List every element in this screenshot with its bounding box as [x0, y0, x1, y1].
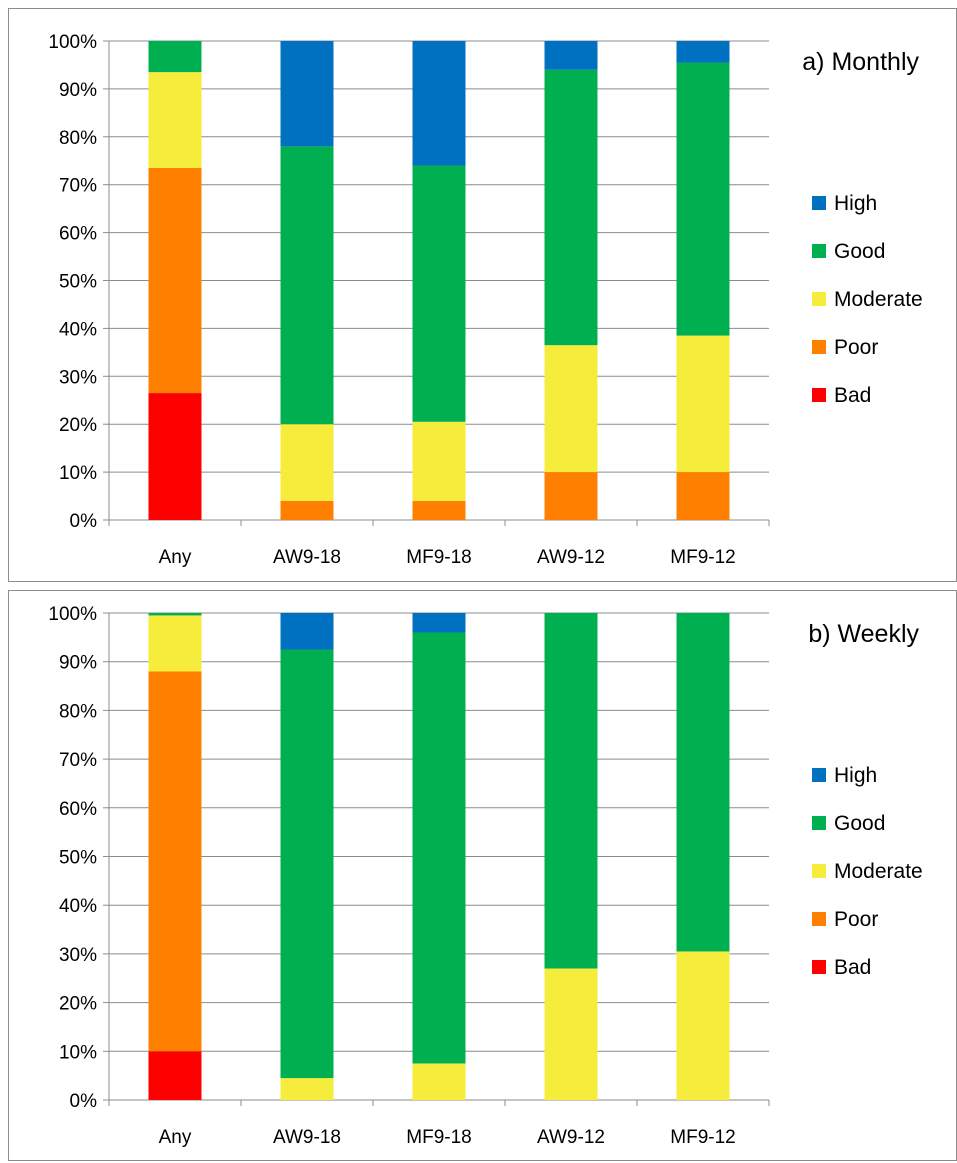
chart-0-bar-mf9-18-poor [412, 500, 466, 520]
chart-1-y-tick-label: 0% [70, 1091, 98, 1112]
chart-0-y-tick-label: 10% [59, 463, 97, 484]
chart-1-x-tick-label: MF9-12 [670, 1127, 735, 1148]
chart-0-bar-mf9-12-moderate [676, 335, 730, 473]
chart-1-x-tick-label: MF9-18 [406, 1127, 471, 1148]
chart-0-x-tick-label: MF9-18 [406, 547, 471, 568]
chart-1-legend-swatch-high [812, 768, 826, 782]
chart-0-legend-label-poor: Poor [834, 336, 878, 359]
chart-0-bar-mf9-18-good [412, 165, 466, 422]
weekly-chart-svg: 0% 10% 20% 30% 40% 50% 60% 70% 80% 90% 100% Any AW9-… [48, 604, 923, 1148]
chart-0-bar-aw9-18-high [280, 41, 334, 147]
chart-0-legend-swatch-poor [812, 340, 826, 354]
chart-0-y-tick-label: 100% [48, 32, 97, 53]
chart-1-legend-label-moderate: Moderate [834, 860, 923, 883]
chart-1-bar-mf9-18-moderate [412, 1063, 466, 1100]
chart-1-y-tick-label: 50% [59, 848, 97, 869]
chart-0-legend-swatch-moderate [812, 292, 826, 306]
chart-1-bar-mf9-12-moderate [676, 951, 730, 1100]
chart-1-bar-aw9-18-high [280, 613, 334, 650]
chart-1-bar-aw9-18-good [280, 649, 334, 1079]
chart-0-y-tick-label: 40% [59, 319, 97, 340]
chart-1-y-tick-label: 20% [59, 994, 97, 1015]
chart-1-y-tick-label: 40% [59, 896, 97, 917]
chart-1-y-tick-label: 100% [48, 604, 97, 625]
chart-0-title: a) Monthly [802, 48, 919, 76]
chart-0-y-tick-label: 80% [59, 128, 97, 149]
chart-1-legend-label-good: Good [834, 812, 885, 835]
chart-0-x-tick-label: Any [159, 547, 192, 568]
chart-1-legend-swatch-moderate [812, 864, 826, 878]
chart-0-y-tick-label: 70% [59, 176, 97, 197]
chart-1-x-tick-label: Any [159, 1127, 192, 1148]
chart-0-bar-aw9-12-moderate [544, 345, 598, 473]
chart-0-legend-label-good: Good [834, 240, 885, 263]
chart-0-bar-mf9-12-poor [676, 472, 730, 520]
chart-0-y-tick-label: 90% [59, 80, 97, 101]
chart-1-legend-label-high: High [834, 764, 877, 787]
chart-1-bar-any-poor [148, 671, 202, 1052]
chart-1-y-tick-label: 90% [59, 653, 97, 674]
chart-1-bar-any-bad [148, 1051, 202, 1100]
chart-0-y-tick-label: 30% [59, 367, 97, 388]
chart-1-bar-aw9-12-moderate [544, 968, 598, 1100]
chart-0-y-tick-label: 20% [59, 415, 97, 436]
chart-0-legend-label-moderate: Moderate [834, 288, 923, 311]
chart-0-bar-mf9-12-high [676, 41, 730, 63]
chart-0-legend-swatch-bad [812, 388, 826, 402]
chart-1-bar-mf9-18-good [412, 632, 466, 1064]
chart-0-legend-swatch-high [812, 196, 826, 210]
chart-0-bar-aw9-18-moderate [280, 424, 334, 501]
chart-0-y-tick-label: 0% [70, 511, 98, 532]
chart-0-bar-any-poor [148, 167, 202, 394]
chart-0-bar-any-good [148, 41, 202, 73]
chart-0-bar-mf9-12-good [676, 62, 730, 336]
chart-0-bar-aw9-12-high [544, 41, 598, 70]
chart-1-legend-swatch-poor [812, 912, 826, 926]
chart-panel-monthly: 0% 10% 20% 30% 40% 50% 60% 70% 80% 90% 100% Any AW9-… [8, 8, 957, 582]
chart-0-x-tick-label: MF9-12 [670, 547, 735, 568]
chart-0-x-tick-label: AW9-18 [273, 547, 341, 568]
monthly-chart-svg: 0% 10% 20% 30% 40% 50% 60% 70% 80% 90% 100% Any AW9-… [48, 32, 923, 568]
chart-0-legend-swatch-good [812, 244, 826, 258]
chart-1-title: b) Weekly [808, 620, 919, 648]
chart-1-legend-swatch-bad [812, 960, 826, 974]
chart-1-y-tick-label: 80% [59, 701, 97, 722]
chart-0-bar-aw9-18-good [280, 146, 334, 425]
chart-1-bar-aw9-12-good [544, 613, 598, 969]
chart-1-y-tick-label: 70% [59, 750, 97, 771]
chart-0-legend-label-high: High [834, 192, 877, 215]
chart-1-bar-any-moderate [148, 615, 202, 672]
chart-0-y-tick-label: 50% [59, 272, 97, 293]
chart-1-bar-mf9-18-high [412, 613, 466, 633]
chart-1-bar-any-good [148, 613, 202, 616]
chart-1-legend-label-bad: Bad [834, 956, 871, 979]
chart-0-bar-mf9-18-moderate [412, 421, 466, 501]
chart-0-bar-mf9-18-high [412, 41, 466, 166]
chart-1-x-tick-label: AW9-18 [273, 1127, 341, 1148]
chart-1-bar-aw9-18-moderate [280, 1078, 334, 1100]
chart-1-bar-mf9-12-good [676, 613, 730, 952]
chart-0-bar-any-moderate [148, 72, 202, 168]
chart-0-bar-aw9-12-poor [544, 472, 598, 520]
chart-1-legend-label-poor: Poor [834, 908, 878, 931]
chart-0-y-tick-label: 60% [59, 224, 97, 245]
chart-0-legend-label-bad: Bad [834, 384, 871, 407]
chart-1-y-tick-label: 30% [59, 945, 97, 966]
chart-0-bar-aw9-12-good [544, 69, 598, 346]
chart-1-legend-swatch-good [812, 816, 826, 830]
chart-1-y-tick-label: 60% [59, 799, 97, 820]
chart-0-bar-aw9-18-poor [280, 500, 334, 520]
chart-1-x-tick-label: AW9-12 [537, 1127, 605, 1148]
chart-0-bar-any-bad [148, 393, 202, 520]
chart-panel-weekly: 0% 10% 20% 30% 40% 50% 60% 70% 80% 90% 100% Any AW9-… [8, 590, 957, 1161]
chart-0-x-tick-label: AW9-12 [537, 547, 605, 568]
chart-1-y-tick-label: 10% [59, 1042, 97, 1063]
